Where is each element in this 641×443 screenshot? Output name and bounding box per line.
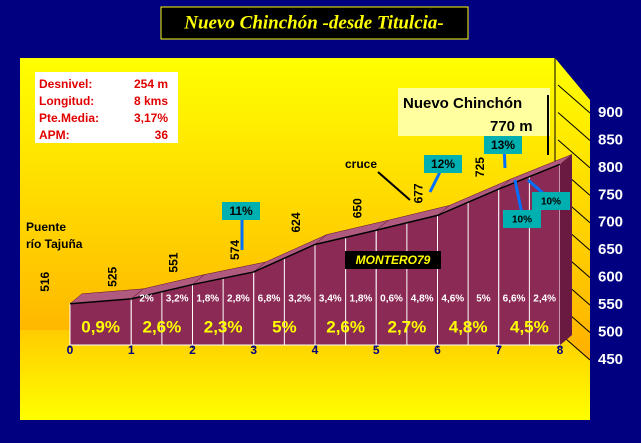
chart-title: Nuevo Chinchón -desde Titulcia- — [183, 12, 444, 33]
ramp-box — [424, 155, 462, 173]
x-tick-label: 2 — [189, 343, 196, 357]
half-km-gradient: 0,6% — [380, 294, 403, 305]
ramp-box — [503, 210, 541, 228]
km-gradient: 4,5% — [510, 317, 549, 336]
info-value: 36 — [155, 128, 169, 142]
info-label: Longitud: — [39, 94, 94, 108]
half-km-gradient: 1,8% — [350, 294, 373, 305]
junction-label: cruce — [345, 157, 377, 171]
profile-side — [560, 154, 572, 345]
x-tick-label: 0 — [67, 343, 74, 357]
half-km-gradient: 5% — [476, 294, 491, 305]
ramp-label: 10% — [512, 215, 532, 226]
half-km-gradient: 3,2% — [166, 294, 189, 305]
x-tick-label: 7 — [495, 343, 502, 357]
km-gradient: 2,6% — [143, 317, 182, 336]
ramp-box — [532, 192, 570, 210]
summit-label: Nuevo Chinchón — [403, 95, 522, 112]
y-tick-label: 550 — [598, 296, 623, 313]
x-tick-label: 4 — [312, 343, 319, 357]
grid-line — [557, 84, 591, 114]
y-tick-label: 850 — [598, 131, 623, 148]
y-tick-label: 450 — [598, 351, 623, 368]
y-tick-label: 700 — [598, 214, 623, 231]
info-box — [35, 72, 178, 143]
half-km-gradient: 3,4% — [319, 294, 342, 305]
y-tick-label: 750 — [598, 186, 623, 203]
altitude-label: 551 — [167, 252, 181, 272]
half-km-gradient: 2% — [139, 294, 154, 305]
x-tick-label: 8 — [557, 343, 564, 357]
ramp-label: 11% — [229, 204, 253, 218]
x-tick-label: 6 — [434, 343, 441, 357]
half-km-gradient: 6,8% — [258, 294, 281, 305]
junction-arrow — [377, 171, 411, 201]
altitude-label: 516 — [38, 271, 52, 291]
author-box — [345, 251, 441, 269]
half-km-gradient: 3,2% — [288, 294, 311, 305]
x-tick-label: 1 — [128, 343, 135, 357]
x-tick-label: 5 — [373, 343, 380, 357]
ramp-box — [222, 202, 260, 220]
altitude-label: 677 — [412, 183, 426, 203]
half-km-gradient: 2,4% — [533, 294, 556, 305]
start-label: Puente — [26, 220, 66, 234]
ramp-box — [484, 136, 522, 154]
info-label: Desnivel: — [39, 77, 92, 91]
floor — [20, 330, 590, 420]
start-label: río Tajuña — [26, 237, 83, 251]
author-label: MONTERO79 — [356, 253, 431, 267]
grid-line — [557, 112, 591, 141]
km-gradient: 2,3% — [204, 317, 243, 336]
km-gradient: 2,6% — [326, 317, 365, 336]
info-value: 3,17% — [134, 111, 168, 125]
info-label: Pte.Media: — [39, 111, 99, 125]
altitude-label: 525 — [105, 267, 119, 287]
half-km-gradient: 6,6% — [503, 294, 526, 305]
half-km-gradient: 4,6% — [441, 294, 464, 305]
y-tick-label: 650 — [598, 241, 623, 258]
half-km-gradient: 1,8% — [196, 294, 219, 305]
info-label: APM: — [39, 128, 70, 142]
altitude-label: 650 — [350, 198, 364, 218]
km-gradient: 2,7% — [388, 317, 427, 336]
ramp-label: 12% — [431, 157, 455, 171]
km-gradient: 5% — [272, 317, 297, 336]
half-km-gradient: 2,8% — [227, 294, 250, 305]
half-km-gradient: 4,8% — [411, 294, 434, 305]
title-box — [160, 6, 469, 40]
y-tick-label: 500 — [598, 324, 623, 341]
altitude-label: 624 — [289, 212, 303, 232]
grid-line — [557, 139, 591, 169]
altitude-label: 574 — [228, 240, 242, 260]
altitude-label: 725 — [473, 157, 487, 177]
info-value: 8 kms — [134, 94, 168, 108]
summit-box — [398, 88, 550, 136]
profile-outline — [69, 163, 561, 305]
km-gradient: 0,9% — [81, 317, 120, 336]
info-value: 254 m — [134, 77, 168, 91]
summit-altitude: 770 m — [490, 118, 533, 135]
km-gradient: 4,8% — [449, 317, 488, 336]
x-tick-label: 3 — [250, 343, 257, 357]
y-tick-label: 900 — [598, 104, 623, 121]
ramp-label: 10% — [541, 197, 561, 208]
y-tick-label: 800 — [598, 159, 623, 176]
ramp-label: 13% — [491, 138, 515, 152]
y-tick-label: 600 — [598, 269, 623, 286]
